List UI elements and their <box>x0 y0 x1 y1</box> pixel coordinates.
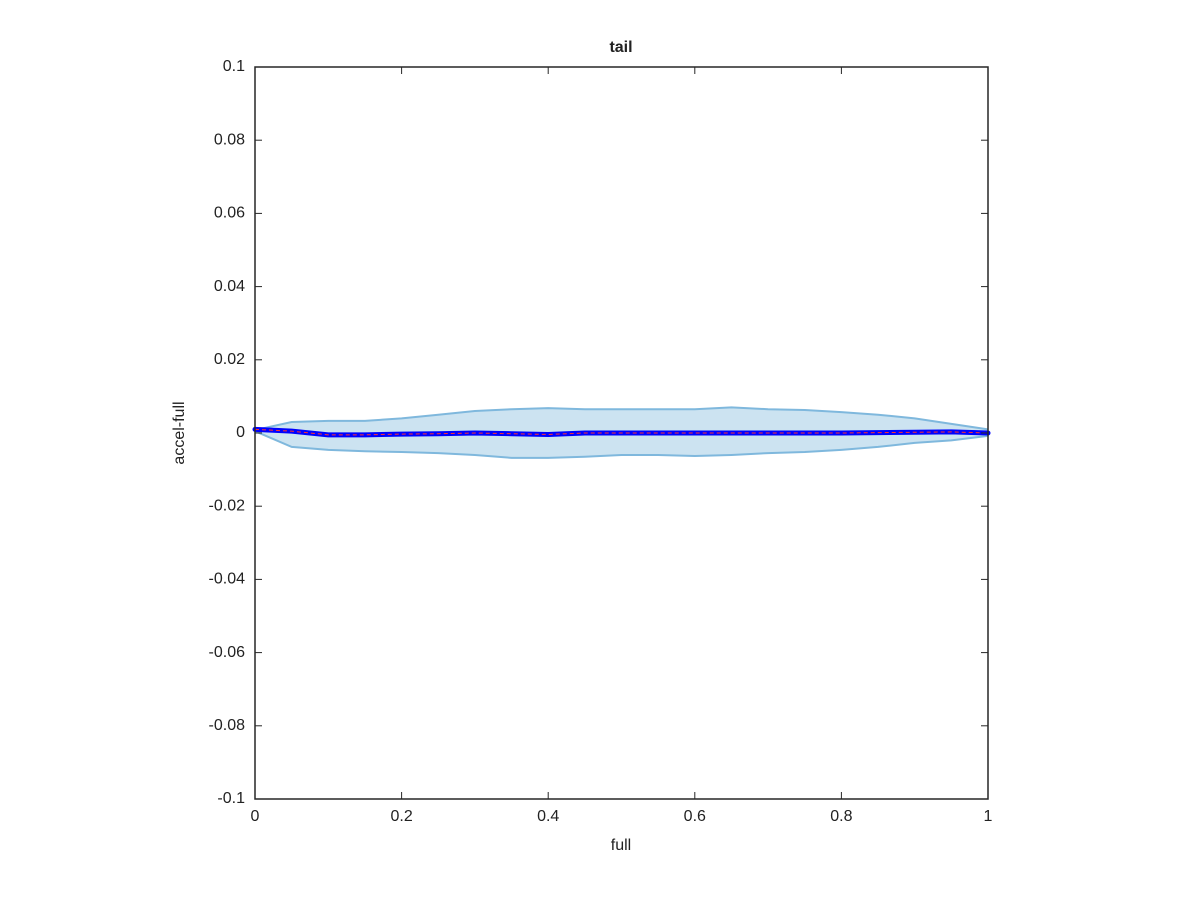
y-tick-label: -0.02 <box>209 497 246 514</box>
series-line-dash <box>254 428 989 436</box>
x-tick-label: 0.6 <box>684 808 706 825</box>
y-tick-label: 0.1 <box>223 58 245 75</box>
x-tick-label: 0.2 <box>390 808 412 825</box>
y-axis-label: accel-full <box>171 401 188 464</box>
y-tick-label: 0.08 <box>214 131 245 148</box>
x-tick-label: 1 <box>984 808 993 825</box>
y-tick-label: 0 <box>236 424 245 441</box>
x-axis-label: full <box>611 837 631 854</box>
y-tick-label: 0.04 <box>214 278 245 295</box>
y-tick-label: -0.04 <box>209 571 246 588</box>
chart-title: tail <box>609 39 632 56</box>
x-tick-label: 0 <box>251 808 260 825</box>
y-tick-label: -0.06 <box>209 644 246 661</box>
x-tick-label: 0.8 <box>830 808 852 825</box>
band-edge <box>254 430 989 459</box>
x-tick-label: 0.4 <box>537 808 559 825</box>
y-tick-label: 0.06 <box>214 205 245 222</box>
y-tick-label: -0.08 <box>209 717 246 734</box>
band-edge <box>254 406 989 432</box>
y-tick-label: 0.02 <box>214 351 245 368</box>
y-tick-label: -0.1 <box>217 790 245 807</box>
